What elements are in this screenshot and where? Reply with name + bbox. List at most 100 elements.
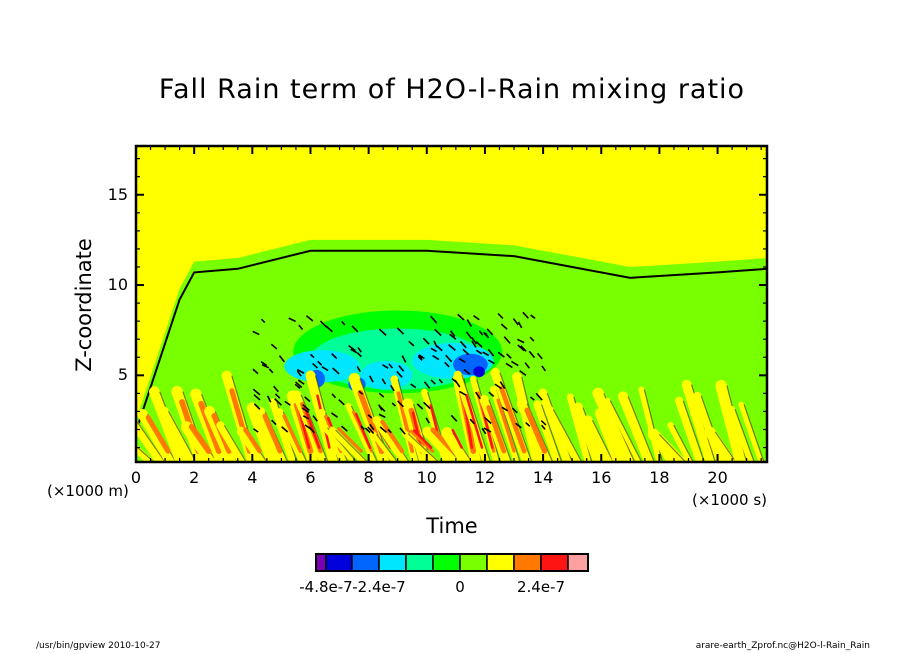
contour-dash [281,426,289,433]
contour-dash [317,360,323,366]
contour-dash [519,370,527,377]
colorbar-tick-label: -2.4e-7 [352,578,406,596]
y-axis-unit: (×1000 m) [47,482,129,500]
positive-streak [675,396,705,462]
contour-dash [341,320,346,326]
positive-streak [246,402,279,462]
contour-dash [378,328,387,336]
contour-dash [449,330,456,337]
contour-dash [430,347,438,353]
positive-streak [345,403,378,462]
axis-ticks [135,146,767,462]
colorbar-swatch [378,553,407,572]
contour-dash [312,362,319,369]
contour-dash [387,428,392,434]
colorbar-swatch [459,553,488,572]
positive-streak [728,405,755,462]
contour-dash [305,315,314,322]
contour-dash [309,353,315,359]
contour-dash [268,368,274,374]
contour-line [552,409,583,462]
contour-dash [529,396,535,401]
contour-dash [331,393,337,399]
contour-dash [536,352,543,360]
contour-dash [304,424,313,431]
positive-streak [321,425,357,462]
contour-dash [503,336,511,344]
positive-streak [158,406,197,462]
positive-streak-strong [524,407,548,454]
positive-streak [236,426,267,462]
contour-dash [351,325,359,333]
contour-dash [401,355,407,363]
contour-dash [252,388,261,396]
contour-dash [274,398,283,406]
x-tick-label: 16 [591,468,612,487]
contour-line [714,431,737,462]
positive-streak [422,426,461,462]
contour-dash [298,324,304,331]
contour-line [223,424,247,462]
contour-dash [487,348,495,357]
colorbar-border [315,553,589,572]
contour-dash [260,361,268,367]
contour-dash [454,379,461,388]
contour-dash [515,422,522,429]
x-tick-label: 12 [474,468,496,487]
contour-dash [459,340,467,349]
contour-dash [500,323,508,330]
contour-dash [430,315,438,324]
positive-streak [545,405,582,462]
contour-dash [260,318,266,324]
positive-streak [370,431,398,462]
plot-frame [134,144,769,464]
contour-dash [410,383,417,389]
x-axis-label: Time [426,514,478,538]
contour-dash [445,354,453,363]
positive-streak-max [411,411,423,449]
contour-dash [252,330,260,336]
contour-dash [396,370,403,378]
positive-streak [216,421,247,462]
contour-dash [449,333,457,340]
contour-dash [510,360,519,367]
contour-dash [408,340,415,347]
contour-dash [418,354,423,360]
positive-streak-strong [380,419,405,454]
contour-dash [368,375,374,383]
positive-streak [180,421,218,462]
contour-dash [271,419,277,426]
contour-dash [253,394,261,401]
plot-border [134,144,769,464]
contour-line [540,404,563,462]
contour-dash [470,336,478,345]
contour-dash [481,427,487,435]
contour-dash [396,327,405,335]
contour-dash [278,355,286,363]
contour-dash [422,337,430,345]
positive-streak-max [303,405,321,449]
contour-dash [325,325,333,333]
contour-dash [338,399,345,406]
contour-dash [252,368,259,375]
x-tick-label: 0 [130,468,142,487]
positive-streak [136,444,155,462]
y-tick-label: 10 [107,275,128,295]
contour-dash [301,407,309,413]
contour-dash [321,366,329,372]
contour-dash [378,404,383,411]
contour-dash [541,365,547,372]
contour-dash [506,353,512,359]
colorbar-swatch [325,553,353,572]
contour-dash [416,403,424,410]
contour-dash [382,364,389,369]
contour-dash [296,368,305,374]
contour-dash [312,415,318,422]
contour-dash [261,364,270,369]
x-tick-label: 18 [649,468,670,487]
positive-streak [401,430,439,462]
contour-dash [469,418,475,425]
contour-dash [266,395,272,403]
contour-dash [434,328,442,337]
colorbar-swatch [405,553,434,572]
